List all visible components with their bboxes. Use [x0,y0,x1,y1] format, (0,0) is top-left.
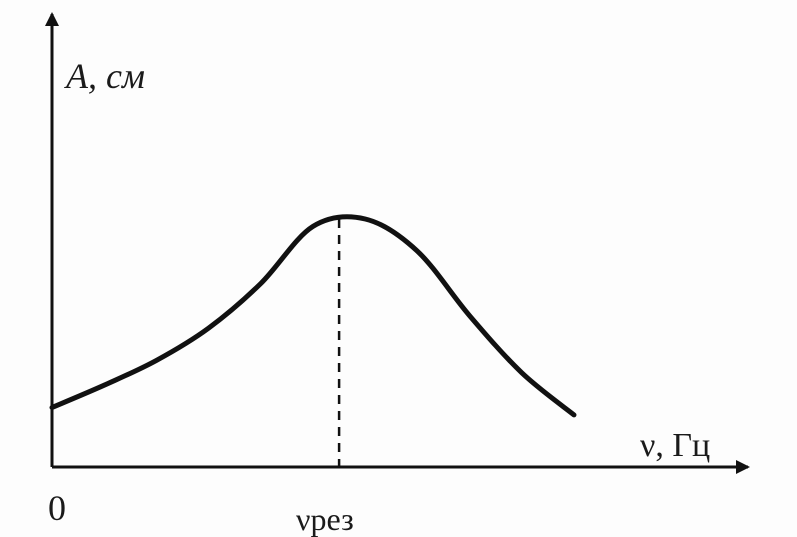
x-axis-label: ν, Гц [640,427,710,464]
amplitude-curve [49,214,577,418]
resonance-frequency-label: νрез [296,501,354,537]
origin-label: 0 [48,488,66,528]
y-axis-label: A, см [64,56,145,96]
